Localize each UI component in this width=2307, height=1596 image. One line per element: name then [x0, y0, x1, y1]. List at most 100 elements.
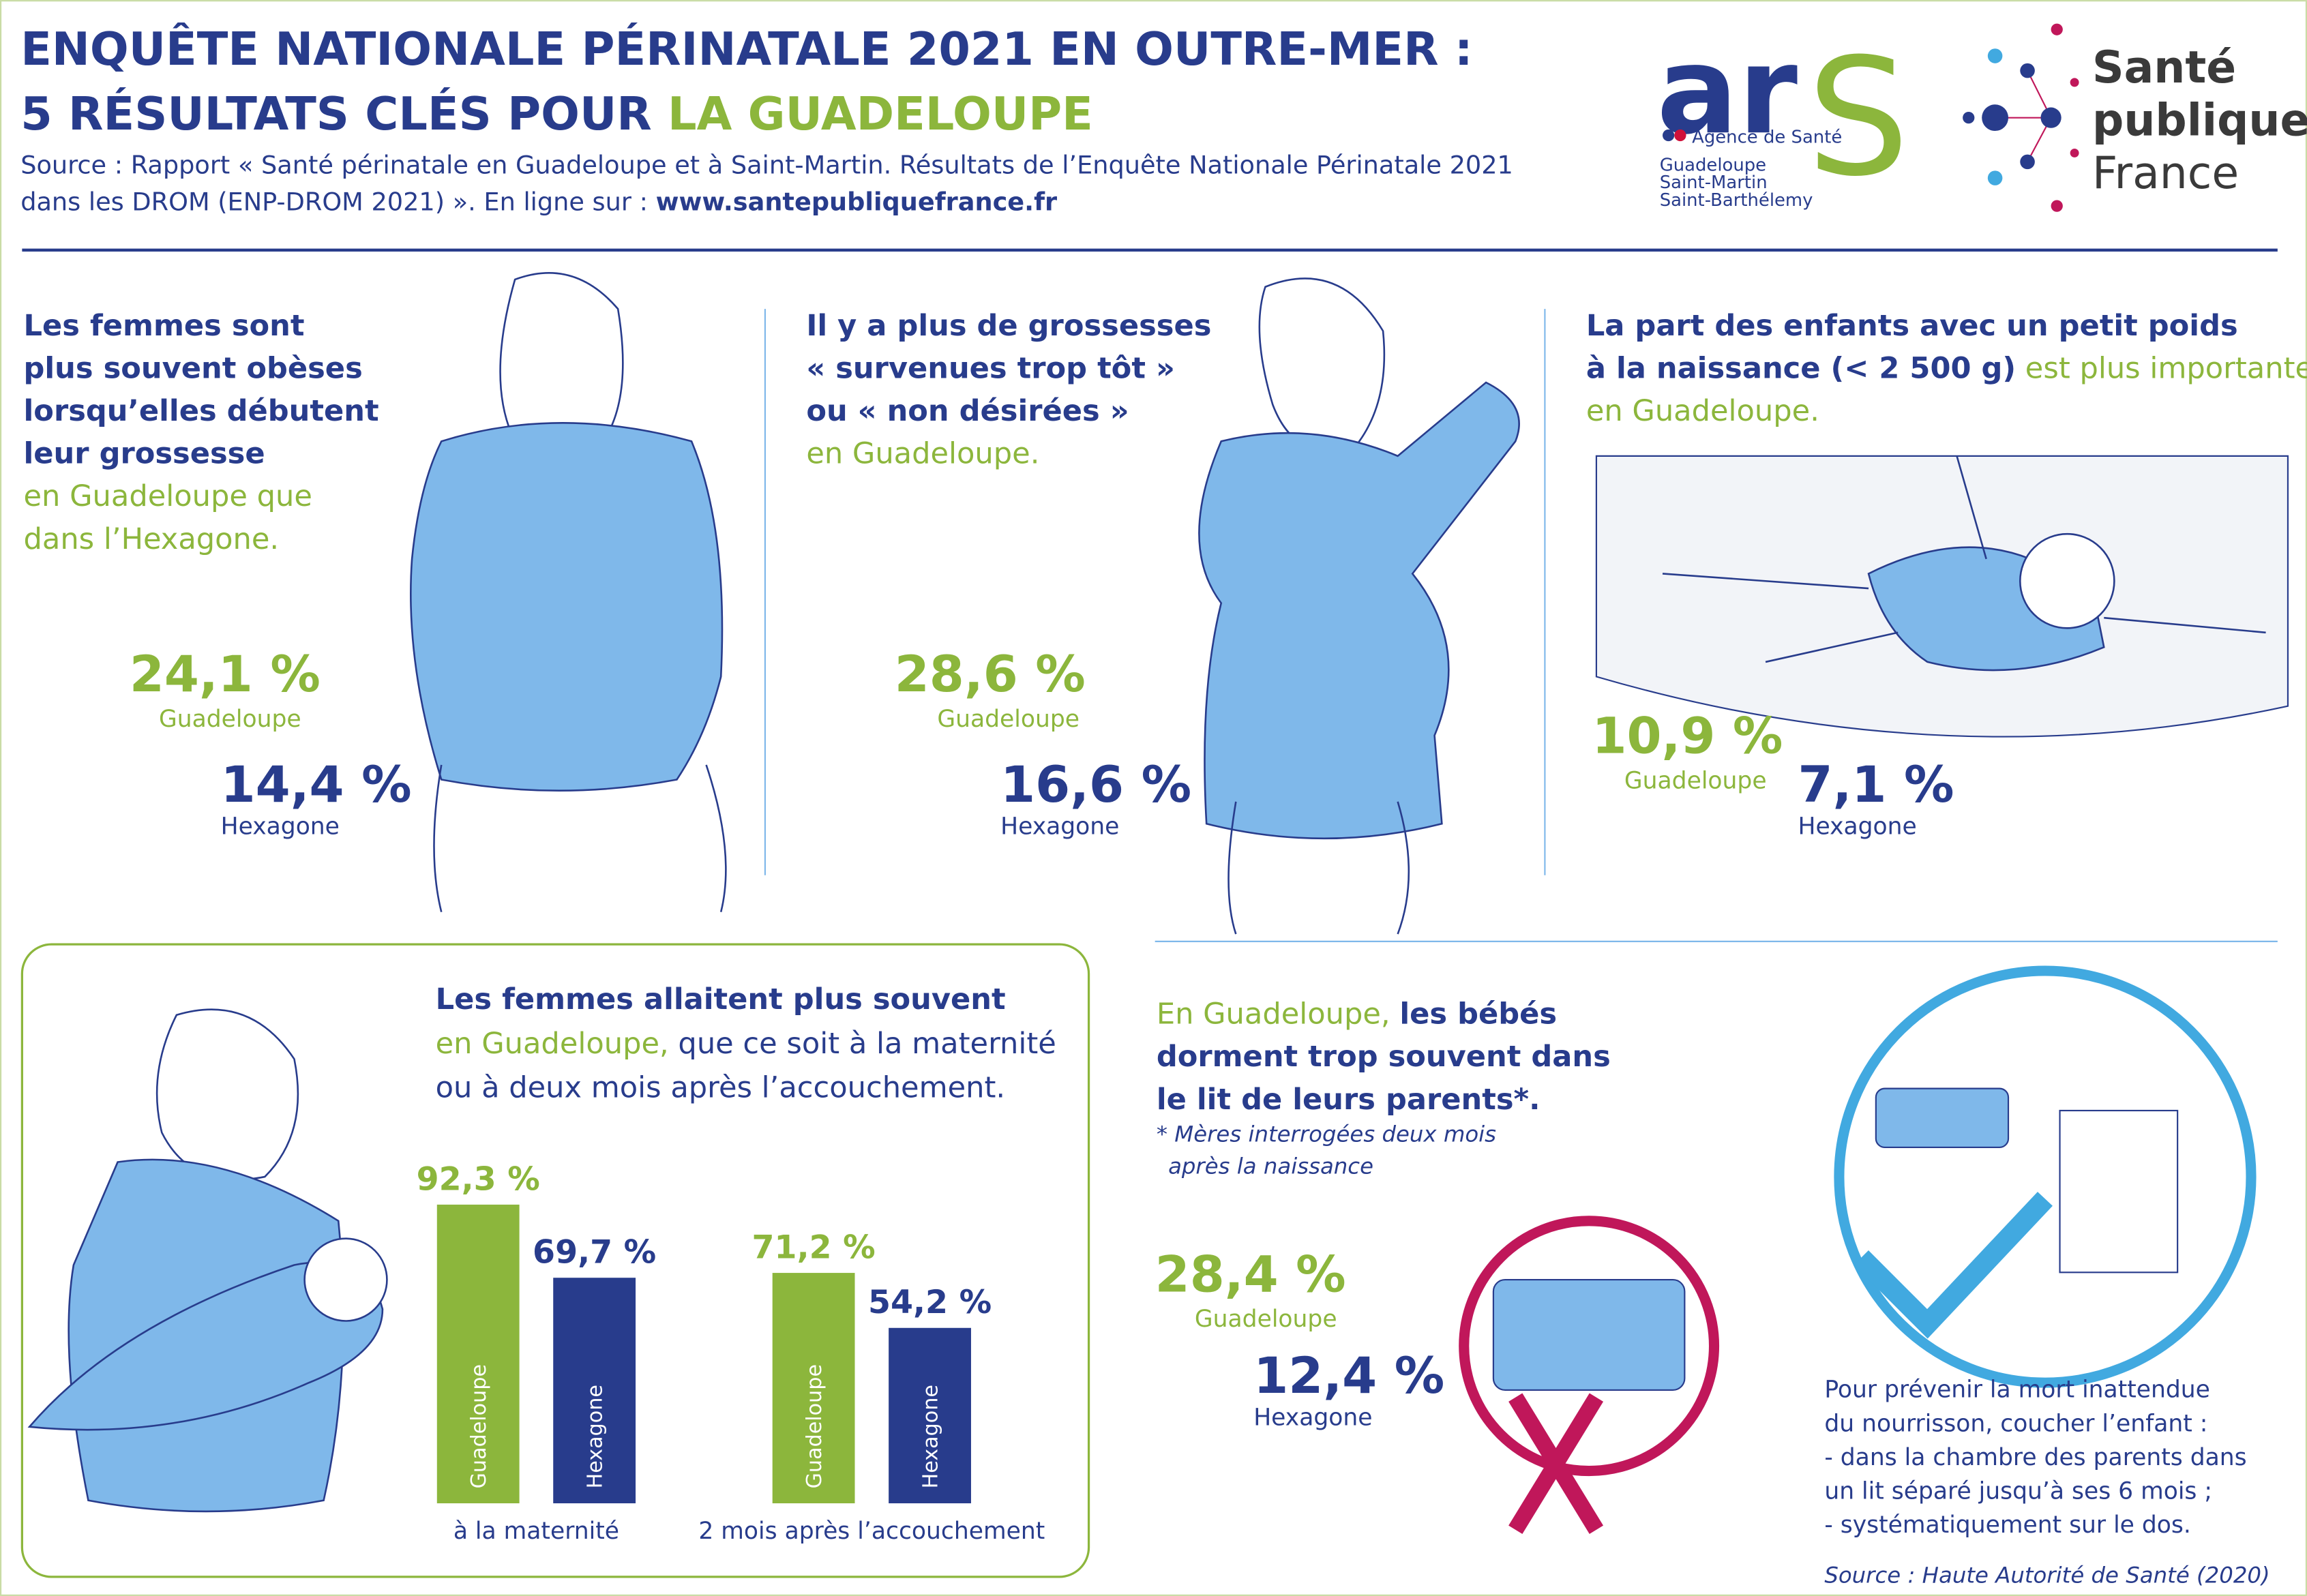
text-line: Il y a plus de grossesses — [806, 309, 1211, 343]
bar-value-label: 69,7 % — [533, 1234, 656, 1271]
stat-value: 10,9 % — [1592, 708, 1783, 766]
bar-value-label: 92,3 % — [417, 1160, 540, 1198]
source-url: www.santepubliquefrance.fr — [656, 187, 1058, 217]
stat-label: Guadeloupe — [1195, 1306, 1337, 1333]
text-line: en Guadeloupe, que ce soit à la maternit… — [436, 1027, 1056, 1061]
text-segment: ou à deux mois après l’accouchement. — [436, 1071, 1005, 1105]
breastfeeding-box — [20, 943, 1090, 1578]
advice: - dans la chambre des parents dans — [1824, 1444, 2246, 1471]
spf-logo: publique — [2092, 95, 2307, 147]
text-line: en Guadeloupe. — [806, 437, 1039, 471]
text-segment: dans l’Hexagone. — [24, 522, 280, 556]
title: 5 RÉSULTATS CLÉS POUR LA GUADELOUPE — [20, 87, 1093, 140]
advice: Pour prévenir la mort inattendue — [1824, 1376, 2210, 1404]
stat-label: Guadeloupe — [159, 706, 301, 733]
illustration-baby — [1595, 455, 2289, 738]
advice: - systématiquement sur le dos. — [1824, 1511, 2191, 1539]
ars-region: Saint-Martin — [1660, 172, 1768, 193]
title: ENQUÊTE NATIONALE PÉRINATALE 2021 EN OUT… — [20, 22, 1472, 76]
text-segment: En Guadeloupe, — [1157, 997, 1400, 1032]
text-segment: lorsqu’elles débutent — [24, 394, 379, 428]
illustration-crib — [1834, 965, 2257, 1388]
text-segment: en Guadeloupe. — [1586, 394, 1819, 428]
text-segment: Les femmes allaitent plus souvent — [436, 982, 1006, 1017]
stat-label: Hexagone — [1000, 813, 1119, 840]
source: dans les DROM (ENP-DROM 2021) ». En lign… — [20, 187, 1057, 217]
stat-value: 24,1 % — [130, 646, 321, 704]
text-line: leur grossesse — [24, 437, 265, 471]
note: après la naissance — [1168, 1154, 1373, 1179]
ars-region: Guadeloupe — [1660, 155, 1766, 175]
text-segment: que ce soit à la maternité — [669, 1027, 1056, 1061]
text-segment: en Guadeloupe. — [806, 437, 1039, 471]
bar — [889, 1327, 971, 1504]
title-part: LA GUADELOUPE — [668, 87, 1093, 140]
text-segment: La part des enfants avec un petit poids — [1586, 309, 2238, 343]
text-segment: le lit de leurs parents*. — [1157, 1083, 1541, 1117]
text-line: lorsqu’elles débutent — [24, 394, 379, 428]
source-part: dans les DROM (ENP-DROM 2021) ». En lign… — [20, 187, 655, 217]
stat-value: 28,6 % — [895, 646, 1086, 704]
text-line: à la naissance (< 2 500 g) est plus impo… — [1586, 352, 2307, 386]
bar — [436, 1204, 520, 1504]
text-line: ou à deux mois après l’accouchement. — [436, 1071, 1005, 1105]
stat-label: Hexagone — [1253, 1404, 1372, 1432]
stat-value: 14,4 % — [221, 756, 412, 814]
flag-dot — [1674, 129, 1686, 142]
category-label: à la maternité — [453, 1518, 619, 1545]
spf-logo: Santé — [2092, 42, 2236, 93]
text-segment: dorment trop souvent dans — [1157, 1040, 1611, 1074]
text-line: Les femmes sont — [24, 309, 305, 343]
text-line: La part des enfants avec un petit poids — [1586, 309, 2238, 343]
stat-label: Hexagone — [221, 813, 340, 840]
bar — [553, 1278, 636, 1504]
ars-logo: S — [1806, 24, 1909, 212]
source: Source : Rapport « Santé périnatale en G… — [20, 151, 1513, 180]
stat-value: 7,1 % — [1798, 756, 1954, 814]
bar — [772, 1273, 855, 1504]
bar-series-label: Guadeloupe — [467, 1364, 491, 1488]
text-segment: plus souvent obèses — [24, 352, 363, 386]
ars-region: Saint-Barthélemy — [1660, 190, 1813, 211]
text-segment: à la naissance (< 2 500 g) — [1586, 352, 2016, 386]
stat-value: 16,6 % — [1000, 756, 1191, 814]
text-line: dans l’Hexagone. — [24, 522, 280, 556]
spf-logo: France — [2092, 148, 2239, 199]
illustration-breastfeeding — [27, 1008, 388, 1513]
category-label: 2 mois après l’accouchement — [698, 1518, 1045, 1545]
text-segment: « survenues trop tôt » — [806, 352, 1175, 386]
stat-value: 28,4 % — [1155, 1246, 1346, 1304]
bar-value-label: 71,2 % — [752, 1229, 876, 1267]
stat-label: Guadeloupe — [937, 706, 1080, 733]
note: * Mères interrogées deux mois — [1157, 1121, 1496, 1147]
advice: du nourrisson, coucher l’enfant : — [1824, 1410, 2207, 1437]
bar-series-label: Hexagone — [583, 1385, 607, 1488]
stat-label: Hexagone — [1798, 813, 1916, 840]
text-line: En Guadeloupe, les bébés — [1157, 997, 1557, 1032]
text-line: « survenues trop tôt » — [806, 352, 1175, 386]
text-segment: en Guadeloupe, — [436, 1027, 669, 1061]
text-segment: est plus importante — [2016, 352, 2307, 386]
text-segment: en Guadeloupe que — [24, 479, 312, 513]
text-segment: les bébés — [1399, 997, 1557, 1032]
ars-sub: Agence de Santé — [1692, 127, 1842, 147]
text-line: en Guadeloupe. — [1586, 394, 1819, 428]
bar-series-label: Hexagone — [919, 1385, 942, 1488]
text-segment: Les femmes sont — [24, 309, 305, 343]
text-line: Les femmes allaitent plus souvent — [436, 982, 1006, 1017]
source: Source : Haute Autorité de Santé (2020) — [1824, 1563, 2269, 1589]
title-part: 5 RÉSULTATS CLÉS POUR — [20, 87, 668, 140]
flag-dot — [1663, 129, 1675, 142]
text-segment: leur grossesse — [24, 437, 265, 471]
text-line: plus souvent obèses — [24, 352, 363, 386]
bar-value-label: 54,2 % — [868, 1284, 992, 1321]
text-line: le lit de leurs parents*. — [1157, 1083, 1541, 1117]
illustration-obese-woman — [410, 271, 727, 913]
bar-series-label: Guadeloupe — [803, 1364, 827, 1488]
illustration-pregnant-woman — [1198, 277, 1520, 935]
text-line: en Guadeloupe que — [24, 479, 312, 513]
text-segment: Il y a plus de grossesses — [806, 309, 1211, 343]
